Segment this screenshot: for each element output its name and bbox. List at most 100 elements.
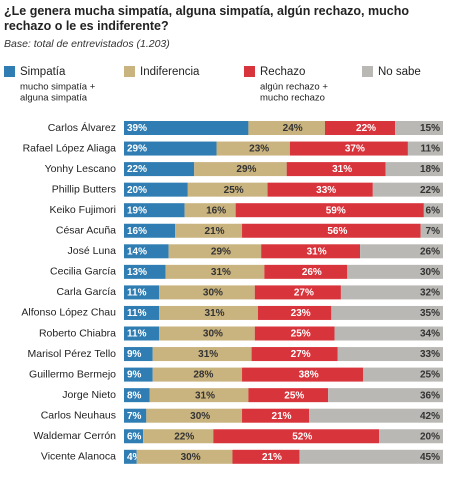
- value-label: 28%: [193, 370, 213, 381]
- bar-segment: [328, 388, 443, 403]
- value-label: 30%: [203, 288, 223, 299]
- bar-segment: [124, 367, 153, 382]
- value-label: 11%: [421, 144, 441, 155]
- bar-segment: [254, 285, 341, 300]
- bar-segment: [248, 121, 325, 135]
- value-label: 35%: [420, 308, 440, 319]
- bar-segment: [165, 264, 265, 279]
- bar-segment: [379, 429, 443, 444]
- category-label: Vicente Alanoca: [41, 451, 116, 463]
- value-label: 22%: [174, 431, 194, 442]
- value-label: 38%: [299, 370, 319, 381]
- value-label: 9%: [127, 349, 142, 360]
- value-label: 36%: [420, 390, 440, 401]
- value-label: 31%: [195, 390, 215, 401]
- bar-segment: [267, 182, 373, 197]
- bar-segment: [309, 408, 443, 423]
- value-label: 52%: [292, 431, 312, 442]
- bar-segment: [168, 244, 262, 259]
- bar-segment: [124, 141, 217, 156]
- bar-segment: [143, 429, 214, 444]
- value-label: 31%: [205, 308, 225, 319]
- value-label: 37%: [345, 144, 365, 155]
- bar-segment: [216, 141, 290, 156]
- category-label: Carlos Álvarez: [48, 121, 116, 134]
- value-label: 31%: [211, 267, 231, 278]
- legend-swatch: [362, 66, 373, 77]
- bar-segment: [159, 326, 255, 341]
- value-label: 22%: [356, 123, 376, 134]
- value-label: 21%: [262, 452, 282, 463]
- bar-segment: [242, 408, 310, 423]
- legend-note: algún rechazo +: [260, 82, 328, 93]
- value-label: 25%: [224, 185, 244, 196]
- bar-segment: [146, 408, 243, 423]
- value-label: 9%: [127, 370, 142, 381]
- bar-segment: [235, 203, 424, 218]
- bar-segment: [372, 182, 443, 197]
- value-label: 59%: [326, 205, 346, 216]
- bar-segment: [385, 162, 443, 177]
- bar-segment: [251, 347, 338, 362]
- value-label: 25%: [291, 329, 311, 340]
- value-label: 39%: [127, 123, 147, 134]
- bar-segment: [360, 244, 443, 259]
- bar-segment: [187, 182, 268, 197]
- bar-segment: [124, 182, 188, 197]
- value-label: 34%: [420, 329, 440, 340]
- bar-segment: [124, 121, 249, 135]
- bar-segment: [407, 141, 443, 156]
- value-label: 56%: [327, 226, 347, 237]
- value-label: 7%: [127, 411, 142, 422]
- value-label: 31%: [332, 164, 352, 175]
- value-label: 11%: [127, 308, 147, 319]
- chart-title: ¿Le genera mucha simpatía, alguna simpat…: [4, 4, 409, 33]
- value-label: 24%: [283, 123, 303, 134]
- value-label: 23%: [249, 144, 269, 155]
- bar-segment: [124, 449, 137, 464]
- bar-segment: [337, 347, 443, 362]
- value-label: 32%: [420, 288, 440, 299]
- category-label: César Acuña: [56, 225, 116, 237]
- legend-label: Simpatía: [20, 66, 66, 78]
- value-label: 15%: [420, 123, 440, 134]
- category-label: Rafael López Aliaga: [23, 142, 117, 154]
- bar-segment: [124, 408, 147, 423]
- value-label: 11%: [127, 329, 147, 340]
- value-label: 26%: [420, 246, 440, 257]
- value-label: 30%: [203, 329, 223, 340]
- bar-segment: [420, 223, 443, 238]
- bar-segment: [124, 305, 160, 320]
- bar-segment: [423, 203, 443, 218]
- bar-segment: [152, 367, 243, 382]
- bar-segment: [242, 223, 421, 238]
- legend-label: Indiferencia: [140, 66, 200, 78]
- bar-segment: [299, 449, 443, 464]
- value-label: 33%: [420, 349, 440, 360]
- category-label: Keiko Fujimori: [49, 204, 116, 216]
- value-label: 20%: [127, 185, 147, 196]
- value-label: 22%: [127, 164, 147, 175]
- value-label: 23%: [291, 308, 311, 319]
- value-label: 21%: [205, 226, 225, 237]
- bar-segment: [175, 223, 243, 238]
- category-label: José Luna: [68, 245, 117, 257]
- value-label: 26%: [302, 267, 322, 278]
- bar-segment: [124, 429, 144, 444]
- bar-segment: [124, 326, 160, 341]
- value-label: 33%: [316, 185, 336, 196]
- value-label: 29%: [127, 144, 147, 155]
- value-label: 13%: [127, 267, 147, 278]
- value-label: 29%: [211, 246, 231, 257]
- bar-segment: [232, 449, 300, 464]
- category-label: Phillip Butters: [52, 183, 116, 195]
- value-label: 4%: [127, 452, 142, 463]
- bar-segment: [242, 367, 364, 382]
- bar-segment: [152, 347, 252, 362]
- legend-swatch: [244, 66, 255, 77]
- value-label: 16%: [206, 205, 226, 216]
- bar-segment: [347, 264, 443, 279]
- legend-swatch: [124, 66, 135, 77]
- category-label: Yonhy Lescano: [45, 163, 117, 175]
